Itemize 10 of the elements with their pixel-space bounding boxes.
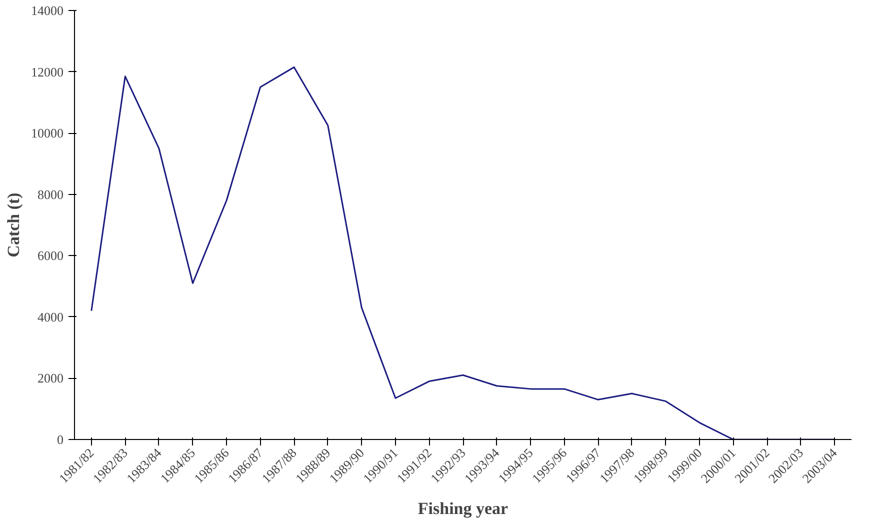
y-tick-label: 4000 — [38, 309, 64, 324]
y-tick-label: 10000 — [31, 126, 64, 141]
y-tick-label: 6000 — [38, 248, 64, 264]
y-axis-title: Catch (t) — [4, 192, 23, 258]
y-tick-label: 14000 — [31, 3, 64, 18]
y-tick-label: 0 — [57, 432, 64, 447]
y-tick-label: 8000 — [38, 186, 64, 202]
x-axis-title: Fishing year — [418, 499, 509, 518]
y-tick-label: 12000 — [31, 64, 64, 80]
y-tick-label: 2000 — [38, 370, 64, 386]
